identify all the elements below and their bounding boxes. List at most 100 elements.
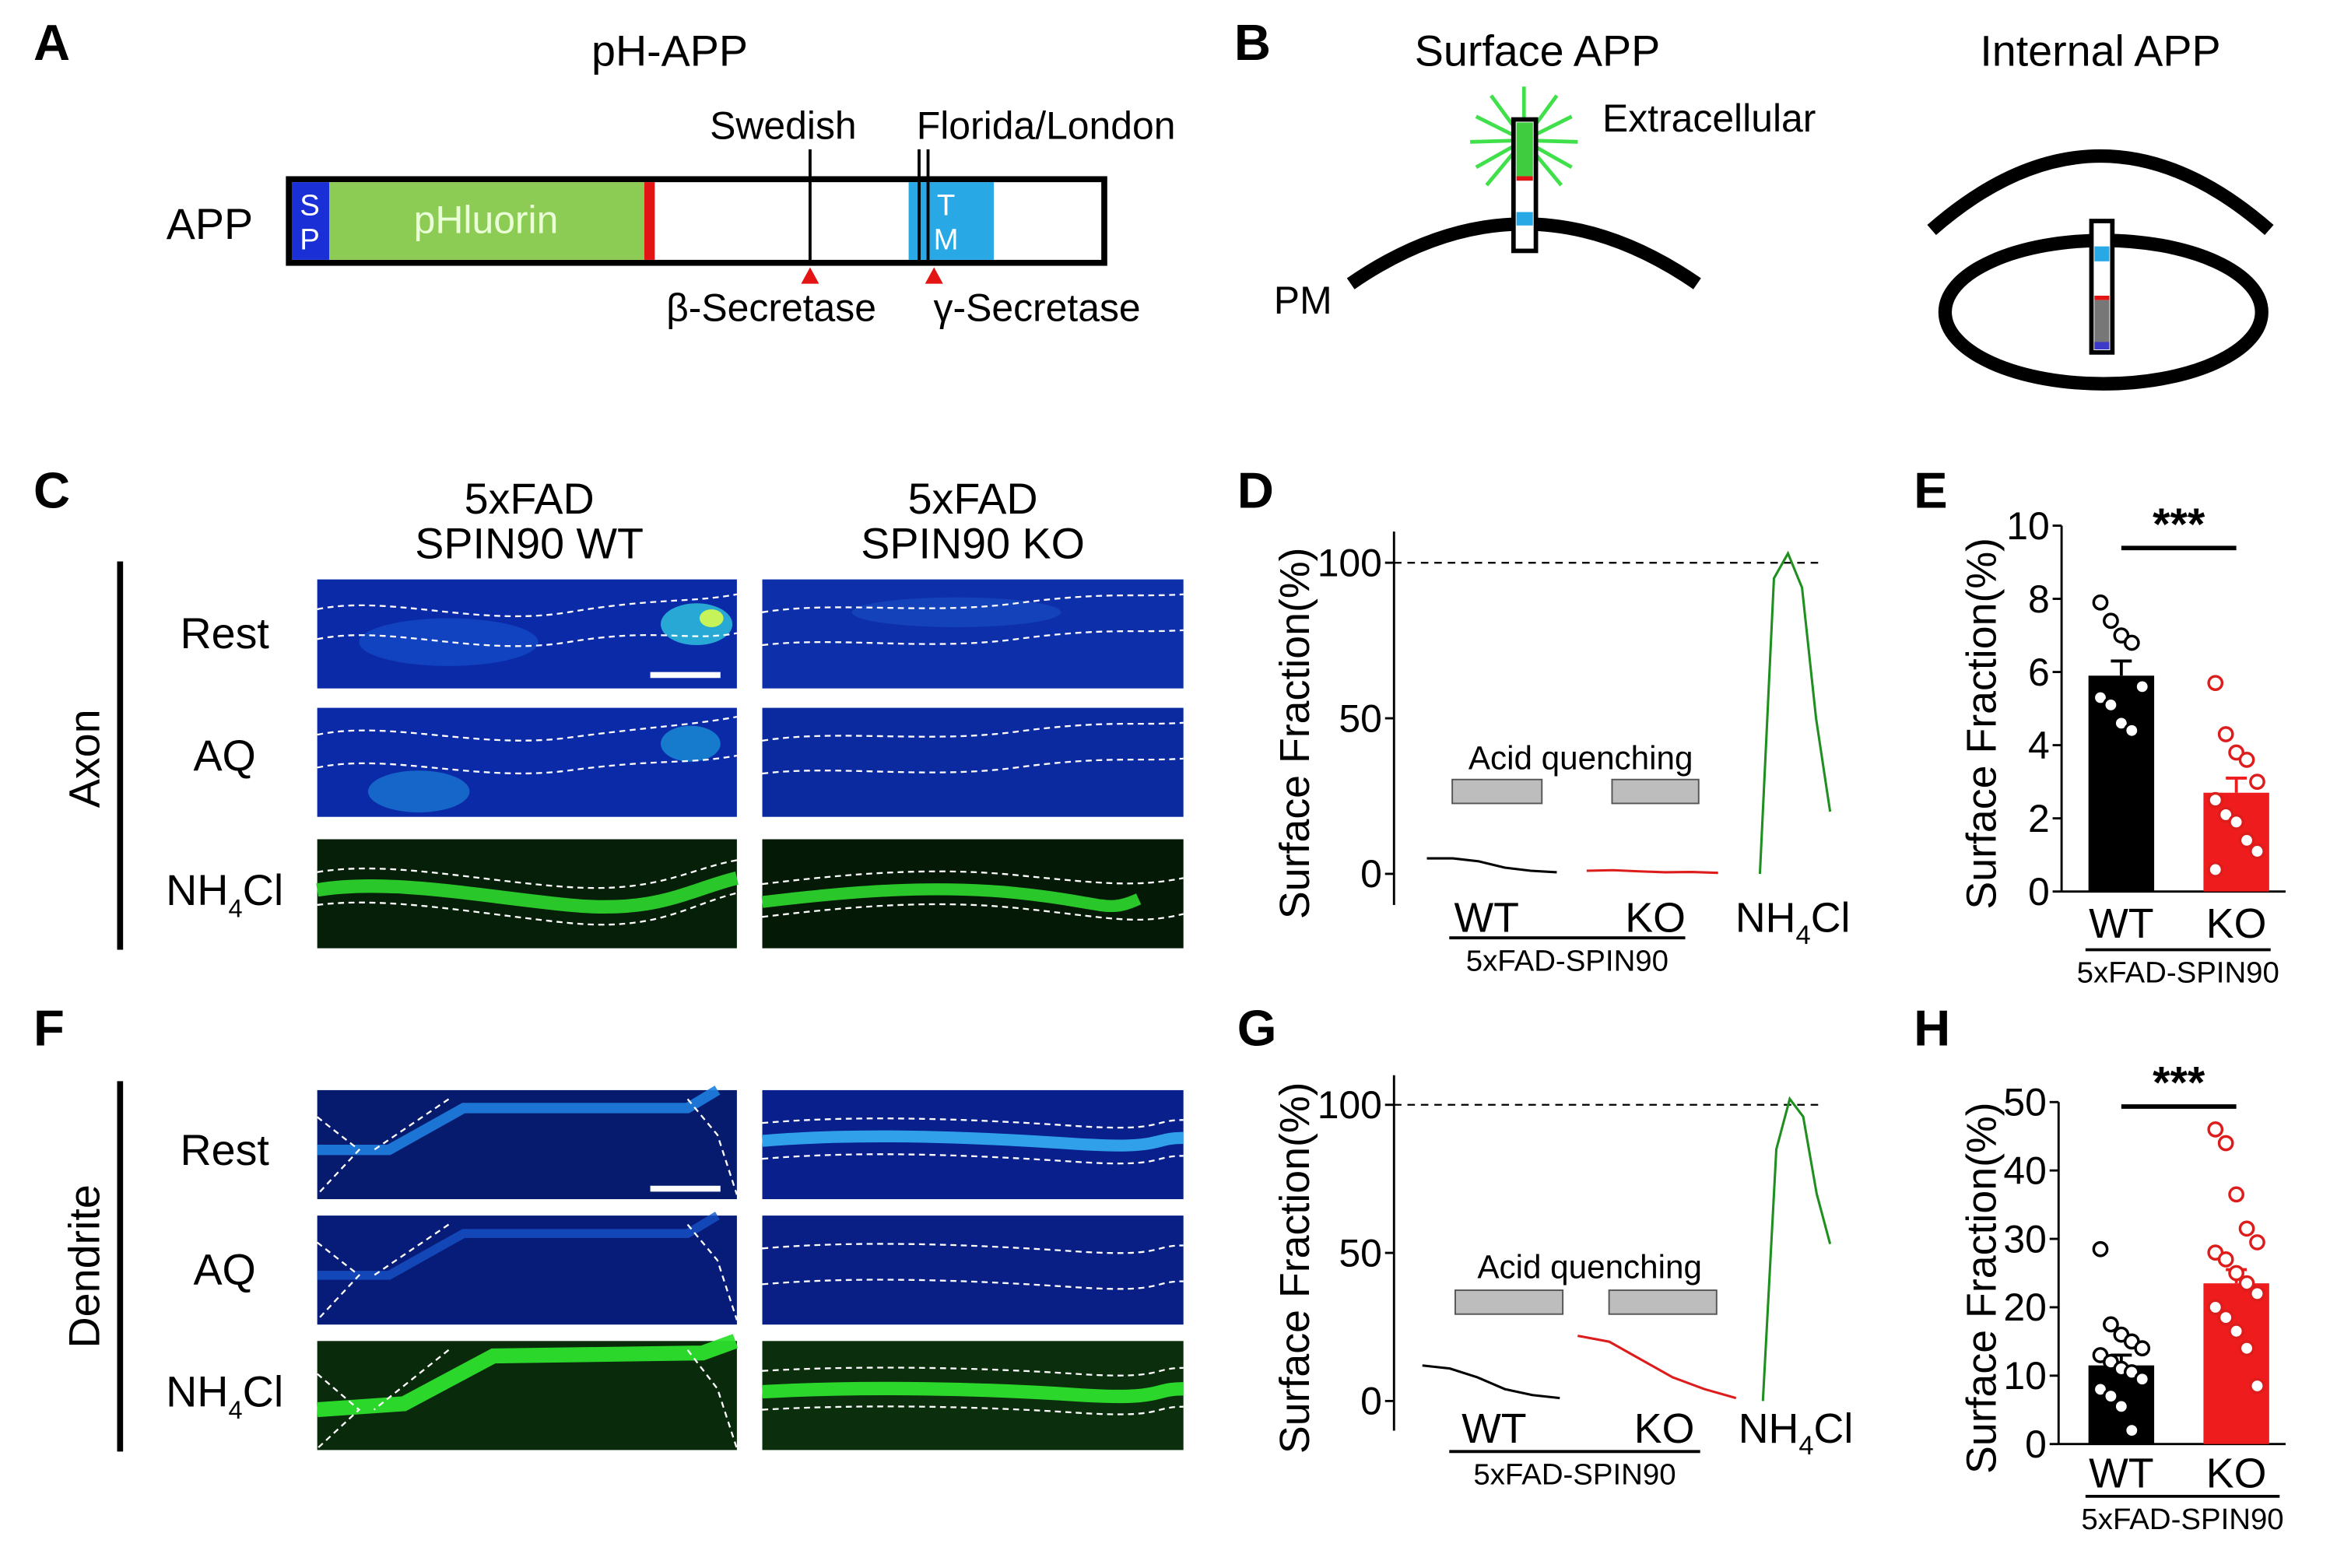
data-point-ko xyxy=(2249,843,2265,860)
image-dendrite-wt-nh4cl xyxy=(316,1334,739,1450)
data-point-ko xyxy=(2238,1275,2255,1292)
data-point-wt xyxy=(2134,1340,2151,1357)
dendrite-row-aq: AQ xyxy=(193,1245,255,1293)
tm-label-top: T xyxy=(937,188,955,222)
wt-trace xyxy=(1422,1364,1560,1400)
acid-quench-bar-2 xyxy=(1608,1289,1718,1315)
y-tick-label: 20 xyxy=(2003,1286,2046,1329)
data-point-wt xyxy=(2134,1370,2151,1387)
data-point-ko xyxy=(2228,744,2244,761)
nh4cl-series-label: NH4Cl xyxy=(1735,894,1851,949)
acid-quenching-label: Acid quenching xyxy=(1469,739,1693,776)
app-row-label: APP xyxy=(167,200,253,248)
y-tick-label: 40 xyxy=(2003,1149,2046,1192)
axon-image-grid xyxy=(316,579,1184,949)
data-point-wt xyxy=(2092,594,2109,611)
col-1-line-1: 5xFAD xyxy=(465,475,595,523)
y-tick-label: 0 xyxy=(2025,1422,2047,1466)
data-point-wt xyxy=(2103,696,2119,714)
y-tick-label: 0 xyxy=(1360,1380,1382,1423)
acid-quench-bar-1 xyxy=(1451,778,1543,805)
ko-trace xyxy=(1586,868,1718,875)
transmembrane-block xyxy=(908,182,994,260)
surface-app-diagram: Extracellular PM xyxy=(1274,86,1816,322)
panel-a-title: pH-APP xyxy=(591,26,748,75)
data-point-wt xyxy=(2092,689,2109,706)
gamma-secretase-label: γ-Secretase xyxy=(934,286,1141,330)
gamma-secretase-cleavage-mark xyxy=(925,267,943,284)
panel-f-letter: F xyxy=(33,999,65,1056)
data-point-wt xyxy=(2103,612,2119,630)
data-point-ko xyxy=(2217,1309,2234,1326)
y-axis-label: Surface Fraction(%) xyxy=(1272,547,1318,919)
sp-label-bottom: P xyxy=(300,223,320,256)
group-label: 5xFAD-SPIN90 xyxy=(1473,1458,1676,1492)
y-tick-label: 50 xyxy=(1339,1231,1381,1275)
data-point-ko xyxy=(2249,1234,2265,1251)
image-dendrite-ko-nh4cl xyxy=(762,1341,1184,1450)
data-point-ko xyxy=(2238,832,2255,849)
group-label: 5xFAD-SPIN90 xyxy=(1466,944,1669,977)
dendrite-side-label: Dendrite xyxy=(60,1184,108,1348)
data-point-wt xyxy=(2113,715,2130,731)
y-axis-label: Surface Fraction(%) xyxy=(1959,1102,2005,1474)
y-tick-label: 2 xyxy=(2028,797,2050,840)
swedish-label: Swedish xyxy=(710,103,857,147)
col-2-line-2: SPIN90 KO xyxy=(861,520,1085,568)
data-point-ko xyxy=(2228,1323,2244,1340)
group-label: 5xFAD-SPIN90 xyxy=(2081,1503,2283,1536)
axon-side-label: Axon xyxy=(60,709,108,808)
y-axis-label: Surface Fraction(%) xyxy=(1959,538,2005,910)
panel-c-letter: C xyxy=(33,461,70,518)
y-tick-label: 4 xyxy=(2028,724,2050,767)
data-point-ko xyxy=(2217,726,2234,742)
axon-row-aq: AQ xyxy=(193,731,255,780)
panel-e-letter: E xyxy=(1914,461,1948,518)
image-axon-wt-nh4cl xyxy=(316,839,739,949)
panel-h-letter: H xyxy=(1914,999,1950,1056)
y-tick-label: 100 xyxy=(1318,541,1382,584)
y-tick-label: 50 xyxy=(2003,1081,2046,1124)
bar-wt xyxy=(2088,675,2155,892)
y-tick-label: 10 xyxy=(2003,1354,2046,1398)
nh4cl-series-label: NH4Cl xyxy=(1739,1405,1854,1461)
app-construct-diagram: S P pHluorin T M xyxy=(286,149,1107,284)
ko-trace xyxy=(1577,1335,1737,1400)
sp-label-top: S xyxy=(300,188,320,222)
pHluorin-block xyxy=(328,182,644,260)
panel-a-letter: A xyxy=(33,14,70,71)
wt-trace xyxy=(1426,857,1557,874)
y-axis-label: Surface Fraction(%) xyxy=(1272,1082,1318,1454)
data-point-wt xyxy=(2103,1316,2119,1333)
y-tick-label: 0 xyxy=(2028,870,2050,914)
axon-row-nh4cl: NH4Cl xyxy=(166,866,283,922)
y-tick-label: 100 xyxy=(1318,1083,1382,1127)
panel-f: F Dendrite Rest AQ NH4Cl xyxy=(33,999,1184,1452)
pHluorin-junction-mark xyxy=(644,182,655,260)
internal-app-title: Internal APP xyxy=(1980,26,2220,75)
data-point-wt xyxy=(2103,1387,2119,1405)
dendrite-row-nh4cl: NH4Cl xyxy=(166,1368,283,1424)
axon-row-rest: Rest xyxy=(180,609,269,658)
col-2-line-1: 5xFAD xyxy=(908,475,1038,523)
data-point-ko xyxy=(2228,1265,2244,1282)
wt-series-label: WT xyxy=(1454,894,1519,941)
data-point-ko xyxy=(2238,1220,2255,1237)
internal-app-diagram xyxy=(1927,149,2274,391)
florida-london-label: Florida/London xyxy=(917,103,1176,147)
pHluorin-label: pHluorin xyxy=(414,198,559,241)
data-point-ko xyxy=(2207,675,2224,692)
ko-series-label: KO xyxy=(1625,894,1686,941)
image-axon-ko-rest xyxy=(762,579,1184,689)
data-point-wt xyxy=(2092,1240,2109,1258)
panel-a: A pH-APP APP S P pHluorin T M Swedish xyxy=(33,14,1175,330)
group-label: 5xFAD-SPIN90 xyxy=(2077,956,2279,990)
image-axon-ko-nh4cl xyxy=(761,839,1184,949)
data-point-ko xyxy=(2249,1285,2265,1302)
